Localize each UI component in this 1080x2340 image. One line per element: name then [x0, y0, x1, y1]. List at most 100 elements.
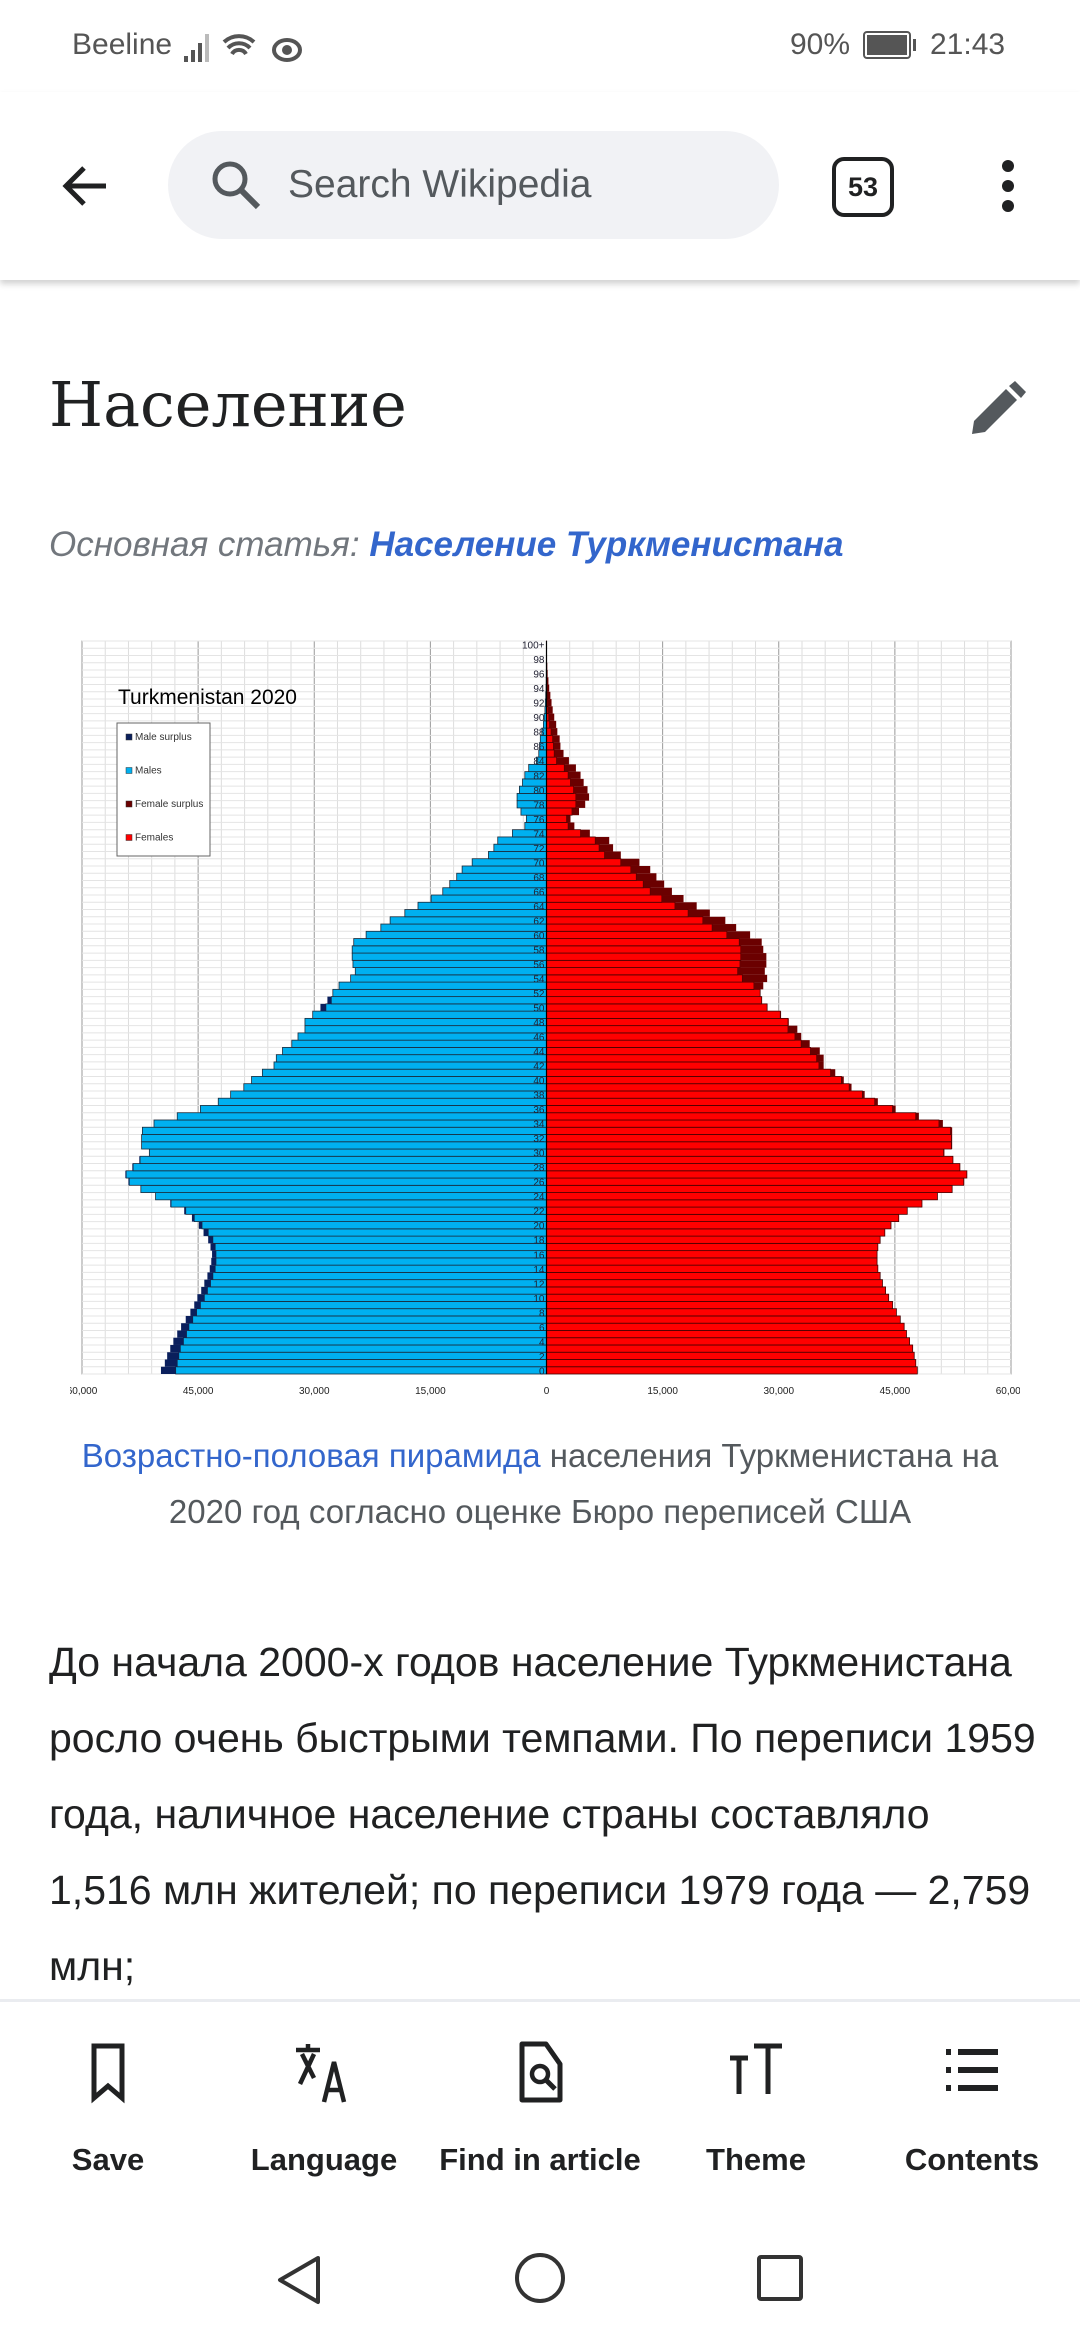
age-tick-label: 34 — [533, 1120, 545, 1131]
female-surplus-bar — [551, 728, 558, 736]
age-tick-label: 98 — [533, 655, 545, 666]
male-bar — [153, 1119, 547, 1128]
top-app-bar: Search Wikipedia 53 — [0, 92, 1080, 280]
theme-button[interactable]: Theme — [648, 2002, 864, 2217]
female-surplus-bar — [566, 815, 571, 823]
female-surplus-bar — [801, 1040, 810, 1048]
legend-label: Males — [135, 766, 162, 777]
nav-recents-icon[interactable] — [754, 2252, 806, 2304]
female-surplus-bar — [780, 1011, 782, 1019]
back-arrow-icon[interactable] — [56, 158, 112, 214]
male-bar — [330, 996, 547, 1005]
male-bar — [128, 1177, 547, 1186]
nav-back-icon[interactable] — [272, 2252, 328, 2308]
female-surplus-bar — [570, 778, 584, 787]
female-surplus-bar — [552, 735, 560, 743]
overflow-menu-icon[interactable] — [996, 156, 1020, 216]
female-bar — [546, 749, 555, 758]
main-article-link[interactable]: Население Туркменистана — [369, 525, 844, 564]
female-bar — [546, 1213, 900, 1222]
female-surplus-bar — [568, 822, 575, 830]
female-bar — [546, 916, 704, 925]
female-surplus-bar — [819, 1061, 824, 1070]
legend-label: Female surplus — [135, 799, 203, 810]
age-tick-label: 78 — [533, 800, 545, 811]
bottom-toolbar: Save Language Find in article Theme Cont… — [0, 1999, 1080, 2214]
nav-home-icon[interactable] — [512, 2250, 568, 2306]
female-bar — [546, 1076, 842, 1085]
male-bar — [215, 1257, 547, 1266]
language-button[interactable]: Language — [216, 2002, 432, 2217]
male-surplus-bar — [194, 1301, 201, 1309]
male-bar — [212, 1271, 547, 1281]
legend-label: Male surplus — [135, 732, 192, 743]
search-placeholder: Search Wikipedia — [288, 163, 592, 206]
female-bar — [546, 1083, 850, 1092]
male-bar — [442, 887, 547, 896]
female-bar — [546, 1061, 820, 1070]
male-bar — [230, 1090, 547, 1099]
age-tick-label: 46 — [533, 1033, 545, 1044]
age-tick-label: 10 — [533, 1294, 545, 1305]
male-bar — [139, 1155, 547, 1164]
age-tick-label: 72 — [533, 844, 545, 855]
male-bar — [141, 1126, 547, 1135]
male-bar — [312, 1010, 547, 1019]
find-in-article-button[interactable]: Find in article — [432, 2002, 648, 2217]
female-surplus-bar — [604, 851, 621, 859]
age-tick-label: 12 — [533, 1279, 545, 1290]
male-bar — [304, 1017, 547, 1027]
female-bar — [546, 1235, 881, 1244]
female-surplus-bar — [939, 1119, 943, 1128]
x-tick-label: 15,000 — [647, 1386, 678, 1397]
bookmark-icon — [91, 2043, 125, 2104]
male-bar — [207, 1286, 547, 1295]
female-bar — [546, 1206, 908, 1215]
male-surplus-bar — [191, 1214, 195, 1222]
save-button[interactable]: Save — [0, 2002, 216, 2217]
article-paragraph: До начала 2000-х годов население Туркмен… — [49, 1639, 1036, 1989]
male-bar — [203, 1293, 547, 1302]
female-bar — [546, 887, 651, 896]
male-bar — [140, 1184, 547, 1193]
female-bar — [546, 1308, 897, 1317]
female-bar — [546, 1148, 945, 1157]
female-surplus-bar — [753, 982, 764, 990]
age-tick-label: 92 — [533, 699, 545, 710]
male-bar — [212, 1235, 547, 1244]
contents-label: Contents — [904, 2142, 1040, 2177]
edit-pencil-icon[interactable] — [966, 380, 1026, 440]
age-tick-label: 62 — [533, 916, 545, 927]
male-surplus-bar — [185, 1315, 193, 1324]
age-tick-label: 66 — [533, 887, 545, 898]
x-tick-label: 0 — [544, 1386, 550, 1397]
female-bar — [546, 836, 596, 845]
figure-caption: Возрастно-половая пирамида населения Тур… — [60, 1428, 1020, 1540]
female-bar — [546, 1126, 952, 1135]
male-surplus-bar — [209, 1265, 216, 1273]
contents-button[interactable]: Contents — [864, 2002, 1080, 2217]
age-tick-label: 74 — [533, 829, 545, 840]
female-surplus-bar — [564, 764, 576, 772]
male-surplus-bar — [173, 1337, 184, 1345]
female-surplus-bar — [575, 800, 586, 808]
female-bar — [546, 1141, 952, 1150]
female-bar — [546, 851, 605, 860]
male-bar — [132, 1163, 547, 1172]
female-surplus-bar — [546, 677, 549, 685]
population-pyramid-chart[interactable]: 0246810121416182022242628303234363840424… — [70, 630, 1020, 1410]
hatnote-prefix: Основная статья: — [49, 525, 370, 564]
male-bar — [275, 1054, 547, 1063]
female-surplus-bar — [547, 691, 551, 700]
male-bar — [338, 981, 547, 990]
female-bar — [546, 793, 577, 802]
caption-link[interactable]: Возрастно-половая пирамида — [81, 1437, 541, 1474]
search-input[interactable]: Search Wikipedia — [168, 131, 779, 239]
age-tick-label: 80 — [533, 786, 545, 797]
male-surplus-bar — [320, 1003, 326, 1012]
female-surplus-bar — [568, 771, 581, 779]
x-tick-label: 30,000 — [763, 1386, 794, 1397]
female-surplus-bar — [702, 916, 726, 925]
tabs-count-button[interactable]: 53 — [832, 157, 894, 217]
male-surplus-bar — [203, 1228, 209, 1237]
